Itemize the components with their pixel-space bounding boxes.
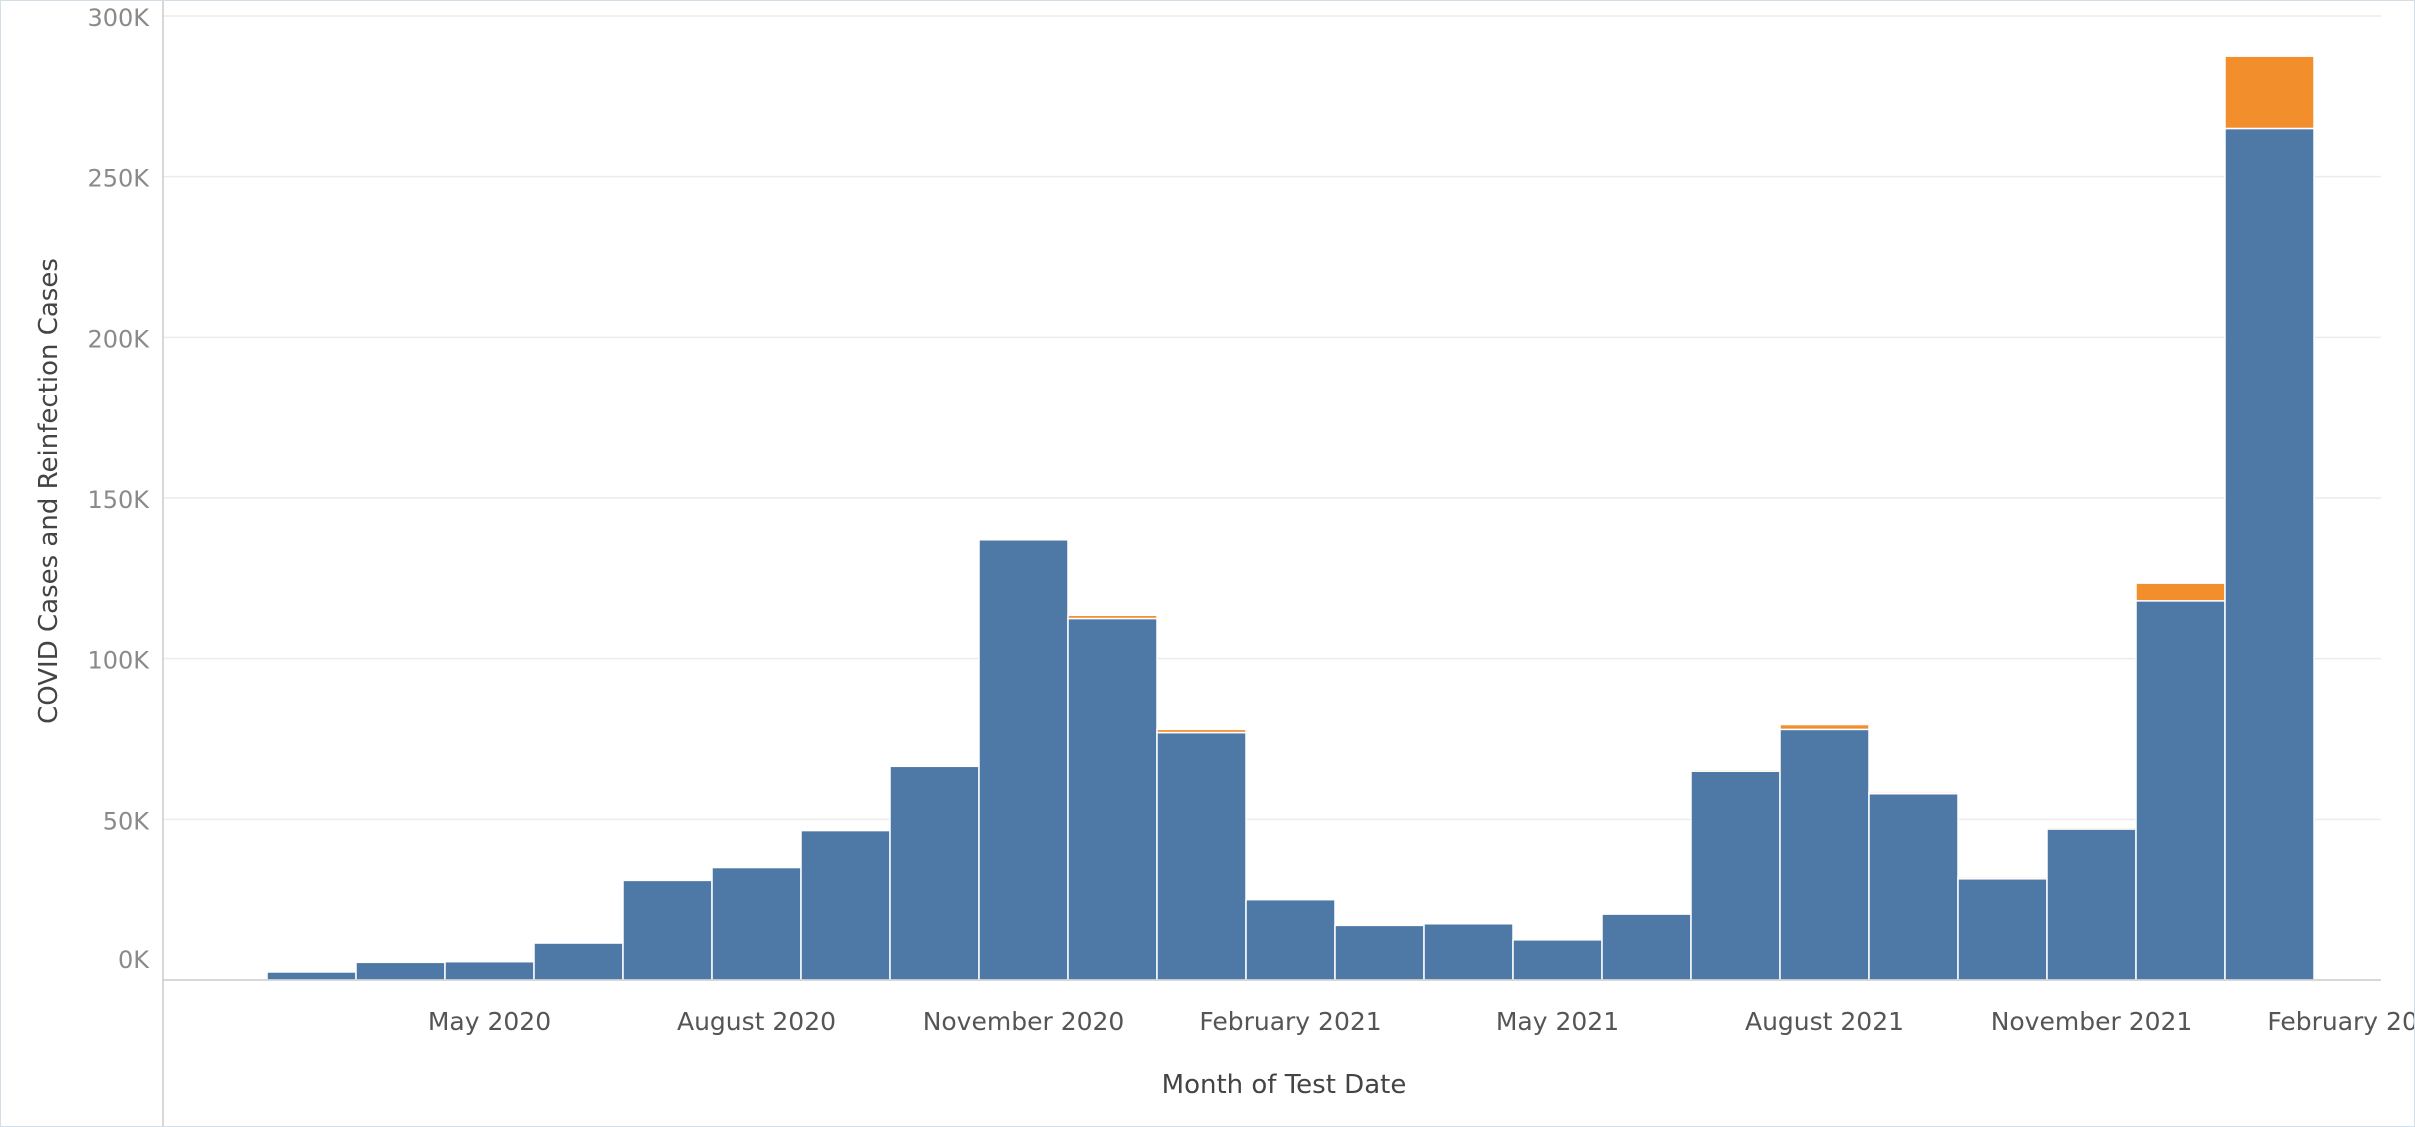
primary-bar[interactable]	[1957, 878, 2048, 981]
primary-bar[interactable]	[355, 961, 446, 981]
primary-bar[interactable]	[444, 960, 535, 981]
primary-bar[interactable]	[533, 942, 624, 981]
primary-bar[interactable]	[1779, 728, 1870, 981]
reinfection-bar[interactable]	[1779, 723, 1870, 731]
y-tick-label: 50K	[103, 807, 151, 835]
x-tick-label: February 2021	[1199, 1007, 1381, 1036]
primary-bar[interactable]	[889, 765, 980, 981]
reinfection-bar[interactable]	[1690, 768, 1781, 772]
y-tick-label: 0K	[118, 946, 150, 974]
primary-bar[interactable]	[2046, 828, 2137, 981]
reinfection-bar[interactable]	[2224, 55, 2315, 130]
bars	[266, 55, 2315, 981]
y-tick-labels: 0K 50K 100K 150K 200K 250K 300K	[87, 4, 150, 974]
primary-bar[interactable]	[711, 866, 802, 981]
y-tick-label: 250K	[87, 165, 150, 193]
primary-bar[interactable]	[800, 829, 891, 981]
primary-bar[interactable]	[978, 539, 1069, 981]
primary-bar[interactable]	[1156, 731, 1247, 981]
x-tick-labels: May 2020 August 2020 November 2020 February…	[428, 1007, 2414, 1036]
primary-bar[interactable]	[1690, 770, 1781, 981]
y-tick-label: 100K	[87, 647, 150, 675]
primary-bar[interactable]	[1067, 617, 1158, 981]
x-tick-label: November 2021	[1991, 1007, 2193, 1036]
y-tick-label: 150K	[87, 486, 150, 514]
x-tick-label: May 2021	[1496, 1007, 1619, 1036]
x-tick-label: August 2021	[1745, 1007, 1904, 1036]
y-tick-label: 200K	[87, 325, 150, 353]
primary-bar[interactable]	[2224, 127, 2315, 981]
primary-bar[interactable]	[1334, 924, 1425, 981]
primary-bar[interactable]	[1512, 939, 1603, 981]
reinfection-bar[interactable]	[2046, 826, 2137, 830]
primary-bar[interactable]	[1868, 792, 1959, 981]
primary-bar[interactable]	[1245, 898, 1336, 981]
reinfection-bar[interactable]	[1957, 876, 2048, 880]
primary-bar[interactable]	[1423, 923, 1514, 981]
x-tick-label: February 2022	[2267, 1007, 2414, 1036]
primary-bar[interactable]	[622, 879, 713, 981]
reinfection-bar[interactable]	[1156, 728, 1247, 734]
reinfection-bar[interactable]	[1868, 791, 1959, 795]
x-tick-label: August 2020	[677, 1007, 836, 1036]
x-tick-label: November 2020	[923, 1007, 1125, 1036]
reinfection-bar[interactable]	[1067, 614, 1158, 620]
primary-bar[interactable]	[1601, 913, 1692, 981]
y-tick-label: 300K	[87, 4, 150, 32]
gridlines	[163, 15, 2381, 821]
x-axis-title: Month of Test Date	[1162, 1070, 1407, 1100]
primary-bar[interactable]	[2135, 600, 2226, 981]
reinfection-bar[interactable]	[2135, 582, 2226, 602]
primary-bar[interactable]	[266, 971, 357, 981]
x-tick-label: May 2020	[428, 1007, 551, 1036]
y-axis-title: COVID Cases and Reinfection Cases	[34, 258, 64, 724]
